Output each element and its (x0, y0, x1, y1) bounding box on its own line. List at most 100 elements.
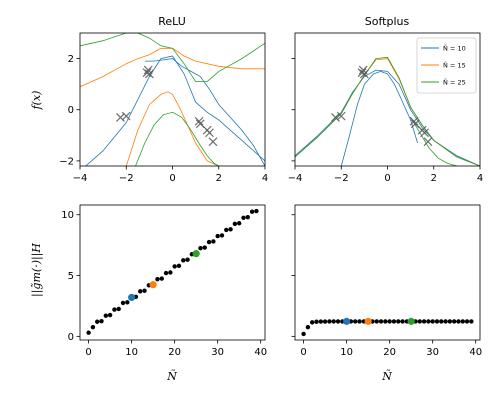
relu-norm-point (211, 239, 216, 244)
softplus-norm-point (374, 319, 379, 324)
xlabel-relu-norm: Ñ (166, 369, 177, 383)
plot-area-softplus-norm: 0 10 20 30 40 (291, 204, 482, 358)
relu-data-point (205, 128, 214, 138)
relu-norm-point (249, 209, 255, 214)
relu-norm-xtick-label: 20 (168, 347, 181, 358)
relu-norm-point (206, 239, 212, 245)
relu-norm-point (241, 215, 246, 220)
softplus-norm-point (331, 319, 336, 324)
relu-norm-frame (79, 204, 266, 341)
relu-xtick-label: 4 (262, 173, 268, 184)
relu-norm-point (236, 221, 242, 226)
softplus-norm-point (426, 319, 431, 324)
plot-area-softplus: −4 −2 0 2 4 (288, 32, 483, 184)
softplus-norm-point (322, 319, 328, 324)
softplus-norm-highlight-n15 (364, 317, 372, 325)
relu-line-n25-4 (80, 33, 265, 82)
relu-norm-point (176, 263, 182, 269)
relu-norm-point (219, 233, 225, 238)
relu-norm-xtick-label: 30 (211, 347, 224, 358)
relu-norm-point (112, 307, 117, 312)
softplus-data-point (357, 68, 367, 78)
softplus-norm-point (383, 319, 388, 324)
legend-label-0: Ñ = 10 (443, 44, 466, 53)
relu-norm-point (198, 245, 203, 251)
softplus-norm-point (434, 319, 440, 324)
relu-xtick-label: 2 (216, 173, 222, 184)
relu-line-n25-5 (135, 111, 219, 166)
relu-norm-point (86, 330, 91, 335)
softplus-norm-xtick-label: 0 (300, 347, 306, 358)
softplus-norm-point (464, 319, 470, 324)
softplus-xtick-label: −2 (334, 173, 349, 184)
softplus-norm-point (318, 319, 324, 324)
relu-norm-point (103, 313, 109, 318)
softplus-norm-point (456, 319, 461, 324)
relu-data-point (194, 116, 204, 126)
panel-softplus-norm: 0 10 20 30 40 Ñ (291, 204, 482, 383)
panel-relu-norm: 0 10 20 30 40 0 5 10 ||g̃m(·)||H Ñ (30, 204, 267, 383)
softplus-norm-point (378, 319, 384, 324)
relu-frame (79, 32, 266, 167)
softplus-data-point (409, 116, 419, 126)
softplus-marks (295, 56, 480, 166)
softplus-norm-point (400, 319, 405, 324)
relu-norm-point (125, 300, 130, 305)
softplus-norm-point (357, 319, 362, 324)
softplus-norm-point (421, 319, 427, 324)
relu-norm-point (95, 319, 100, 324)
relu-norm-xtick-label: 10 (125, 347, 138, 358)
relu-norm-point (172, 264, 177, 269)
relu-norm-point (99, 318, 104, 324)
relu-norm-point (228, 227, 233, 232)
softplus-norm-point (430, 319, 435, 324)
relu-norm-point (168, 270, 173, 275)
relu-data-point (121, 111, 131, 121)
relu-norm-xtick-label: 0 (85, 347, 91, 358)
relu-norm-point (224, 227, 229, 233)
relu-norm-point (142, 288, 147, 293)
relu-line-n15-3 (125, 91, 219, 166)
softplus-xtick-label: 4 (477, 173, 483, 184)
softplus-data-point (331, 112, 340, 122)
softplus-norm-point (460, 319, 465, 324)
relu-xtick-label: 0 (169, 173, 175, 184)
softplus-norm-point (396, 319, 401, 324)
softplus-norm-point (391, 319, 397, 324)
relu-xtick-label: −2 (119, 173, 134, 184)
relu-data-point (116, 112, 125, 122)
relu-norm-point (202, 245, 207, 250)
legend-entry-2: Ñ = 25 (421, 78, 466, 87)
softplus-norm-point (417, 319, 422, 324)
panel-relu: ReLU −4 −2 0 2 4 −2 0 2 f(x) (30, 15, 268, 184)
softplus-xtick-label: −4 (288, 173, 303, 184)
relu-norm-point (163, 270, 169, 276)
softplus-norm-frame (294, 204, 481, 341)
softplus-norm-xtick-label: 30 (426, 347, 439, 358)
relu-data-point (144, 69, 154, 79)
softplus-norm-point (447, 319, 453, 324)
softplus-data-point (336, 111, 346, 121)
softplus-norm-point (439, 319, 444, 324)
relu-norm-point (185, 257, 190, 262)
softplus-norm-xtick-label: 40 (469, 347, 482, 358)
relu-marks (80, 33, 265, 166)
legend-box (416, 37, 477, 94)
relu-norm-point (215, 233, 220, 239)
softplus-data-point (423, 137, 433, 147)
relu-ytick-label: 0 (68, 105, 74, 116)
relu-norm-point (159, 276, 164, 281)
softplus-norm-point (451, 319, 457, 324)
relu-norm-point (232, 221, 238, 227)
softplus-norm-point (335, 319, 341, 324)
relu-norm-point (120, 300, 126, 306)
relu-xtick-label: −4 (73, 173, 88, 184)
panel-softplus: Softplus −4 −2 0 2 4 (288, 15, 484, 184)
softplus-norm-point (327, 319, 332, 324)
softplus-norm-highlight-n10 (343, 317, 351, 325)
softplus-norm-point (310, 320, 315, 325)
plot-area-relu: −4 −2 0 2 4 −2 0 2 (59, 32, 268, 184)
legend-entry-0: Ñ = 10 (421, 44, 466, 53)
relu-norm-point (116, 306, 121, 312)
